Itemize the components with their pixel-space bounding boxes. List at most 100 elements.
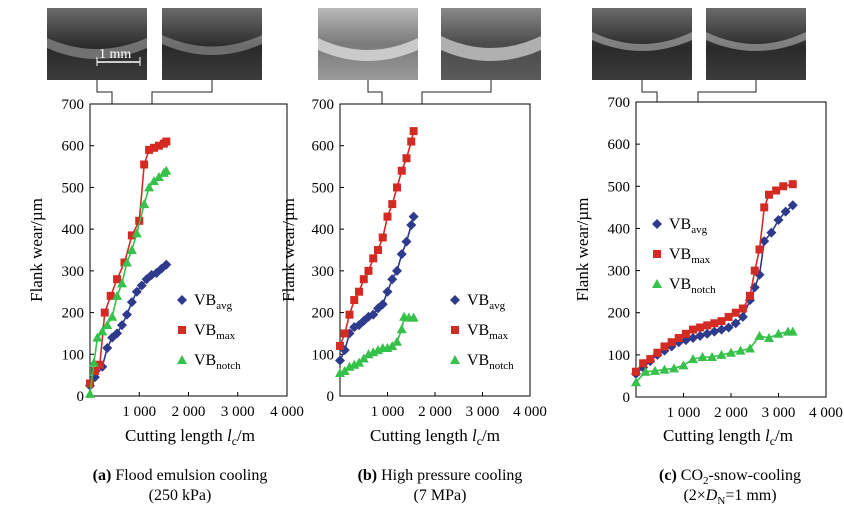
caption-line-1-pre: CO (681, 467, 703, 484)
data-point-notch (85, 388, 95, 398)
data-point-avg (368, 309, 379, 320)
data-point-avg (709, 326, 720, 337)
y-tick-label: 400 (312, 222, 335, 238)
legend-sub: notch (691, 284, 716, 296)
data-point-notch (139, 199, 150, 209)
data-point-max (407, 137, 416, 146)
data-point-max (402, 154, 411, 163)
y-tick-label: 200 (62, 306, 85, 322)
data-point-max (750, 266, 759, 275)
y-tick-label: 600 (312, 139, 335, 155)
data-point-max (746, 291, 754, 300)
data-point-notch (754, 330, 765, 340)
legend-name: VB (669, 216, 691, 233)
data-point-max (113, 275, 122, 284)
legend-label-notch: VBnotch (467, 352, 514, 372)
data-point-notch (396, 324, 407, 334)
data-point-max (145, 145, 154, 154)
y-tick-label: 300 (312, 264, 335, 280)
data-point-max (355, 287, 363, 296)
y-tick-label: 100 (62, 347, 85, 363)
data-point-max (150, 143, 159, 152)
data-point-max (106, 291, 115, 300)
x-axis-label-text: Cutting length (663, 426, 765, 445)
data-point-avg (392, 265, 402, 276)
data-point-max (717, 317, 726, 326)
caption-line-1-sub: 2 (703, 475, 709, 487)
data-point-notch (787, 326, 798, 336)
legend-sub: notch (489, 360, 514, 372)
data-point-max (162, 137, 171, 146)
x-axis-label-text: Cutting length (125, 426, 227, 445)
data-point-avg (695, 330, 706, 341)
legend-name: VB (669, 276, 691, 293)
data-point-max (350, 296, 359, 305)
caption-letter: (c) (659, 467, 681, 484)
y-tick-label: 400 (608, 221, 631, 237)
data-point-avg (773, 215, 784, 225)
caption-line-1: (c) CO2-snow-cooling (659, 467, 801, 487)
data-point-max (653, 348, 662, 357)
x-tick-label: 3 000 (466, 404, 500, 420)
y-tick-label: 400 (62, 222, 85, 238)
data-point-max (724, 312, 733, 321)
x-tick-label: 3 000 (762, 405, 796, 421)
x-tick-label: 1 000 (371, 404, 405, 420)
data-point-avg (112, 328, 123, 339)
data-point-avg (335, 355, 345, 366)
legend-name: VB (467, 322, 489, 339)
legend-label-avg: VBavg (467, 292, 506, 312)
caption-line-2-text: (250 kPa) (149, 487, 212, 504)
y-tick-label: 500 (608, 179, 631, 195)
data-point-avg (408, 211, 419, 222)
data-point-max (90, 366, 99, 375)
series-notch (631, 326, 798, 387)
caption: (c) CO2-snow-cooling(2×DN=1 mm) (659, 467, 801, 507)
legend-sub: max (489, 330, 508, 342)
data-point-notch (707, 351, 717, 361)
data-point-max (646, 355, 655, 364)
data-point-avg (766, 227, 777, 238)
legend-marker-avg (177, 295, 187, 305)
data-point-max (731, 308, 740, 317)
y-tick-label: 300 (608, 264, 631, 280)
caption-line-2-text: (7 MPa) (414, 487, 467, 504)
data-point-avg (401, 236, 412, 247)
data-point-avg (131, 286, 142, 297)
photo-b-right (441, 8, 541, 80)
caption-line-2-var: D (705, 487, 718, 504)
chart-panel-a: 0 100 200 300 400 500 600 700 1 000 2 000 3 000 4 0… (27, 97, 304, 504)
data-point-notch (126, 245, 137, 254)
x-axis-label-sub: c (477, 434, 482, 448)
series-notch (335, 311, 419, 378)
legend-name: VB (467, 352, 489, 369)
data-point-notch (144, 182, 155, 192)
photo-a-left: 1 mm (47, 8, 147, 80)
series-max (86, 137, 171, 388)
x-axis-label: Cutting length lc/m (125, 426, 255, 448)
data-point-max (359, 275, 368, 284)
caption-line-1: (a) Flood emulsion cooling (93, 467, 268, 484)
y-axis-label: Flank wear/µm (573, 198, 592, 302)
caption-letter: (a) (93, 467, 116, 484)
caption-line-2: (7 MPa) (414, 487, 467, 504)
data-point-avg (688, 333, 698, 343)
data-point-max (364, 266, 373, 275)
series-avg (85, 259, 172, 391)
data-point-notch (131, 228, 142, 238)
legend-sub: max (691, 254, 710, 266)
caption-letter: (b) (358, 467, 382, 484)
data-point-notch (678, 360, 689, 370)
data-point-notch (121, 257, 132, 267)
data-point-max (369, 254, 378, 263)
legend-sub: notch (216, 360, 241, 372)
data-point-avg (387, 274, 398, 285)
y-axis-label: Flank wear/µm (27, 198, 46, 302)
data-point-avg (723, 322, 734, 333)
series-max (336, 127, 418, 350)
y-tick-label: 700 (62, 97, 85, 113)
x-tick-label: 4 000 (270, 404, 304, 420)
caption: (a) Flood emulsion cooling (250 kPa) (93, 467, 268, 504)
data-point-notch (773, 328, 784, 338)
data-point-max (100, 308, 109, 317)
